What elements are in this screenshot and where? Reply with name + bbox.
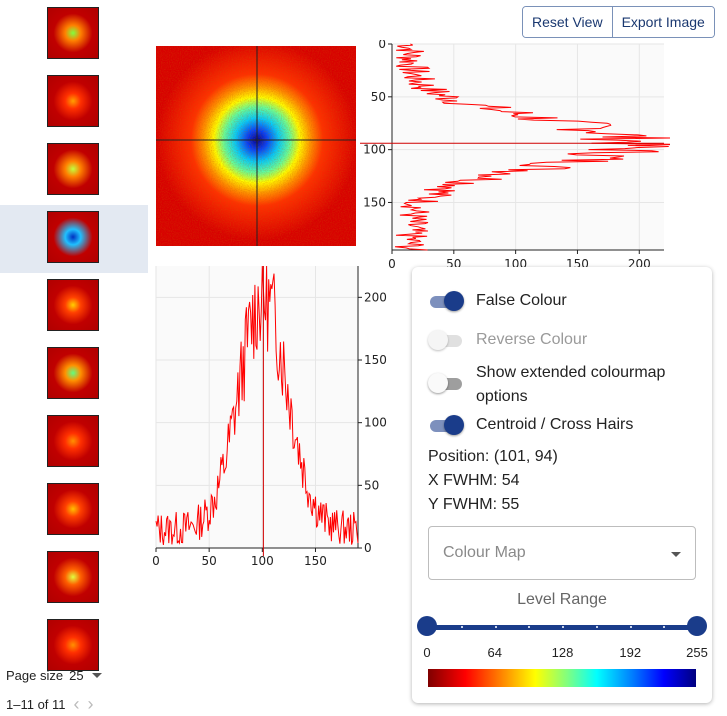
y-tick-label: 0: [378, 40, 386, 51]
controls-panel: False Colour Reverse Colour Show extende…: [412, 267, 712, 703]
slider-step-dot: [528, 626, 531, 628]
y-tick-label: 50: [364, 478, 379, 492]
thumbnail-image: [47, 75, 99, 127]
x-tick-label: 200: [628, 257, 651, 270]
false-colour-label: False Colour: [476, 292, 567, 309]
centroid-toggle-row[interactable]: Centroid / Cross Hairs: [428, 415, 633, 435]
y-tick-label: 0: [364, 541, 372, 555]
level-tick-label: 0: [423, 645, 431, 660]
image-thumbnail-list: [0, 0, 148, 671]
level-range-low-thumb[interactable]: [417, 616, 437, 636]
thumbnail-item[interactable]: [0, 205, 148, 273]
image-noise-overlay: [156, 46, 356, 246]
slider-step-dot: [562, 626, 564, 628]
position-readout: Position: (101, 94): [428, 448, 558, 465]
y-tick-label: 150: [363, 195, 386, 209]
thumbnail-image: [47, 347, 99, 399]
thumbnail-item[interactable]: [0, 341, 148, 409]
chevron-down-icon: [91, 673, 102, 678]
false-colour-toggle-row[interactable]: False Colour: [428, 291, 567, 311]
colour-map-select[interactable]: Colour Map: [428, 526, 696, 580]
thumbnail-image: [47, 415, 99, 467]
level-range-high-thumb[interactable]: [687, 616, 707, 636]
page-size-value: 25: [69, 668, 84, 683]
previous-page-icon[interactable]: ‹: [73, 694, 80, 714]
reverse-colour-switch[interactable]: [428, 330, 464, 350]
beam-image[interactable]: [156, 46, 356, 246]
y-tick-label: 100: [363, 143, 386, 157]
y-tick-label: 100: [364, 416, 387, 430]
x-tick-label: 100: [504, 257, 527, 270]
page-range-label: 1–11 of 11: [6, 697, 66, 712]
extended-colourmap-toggle-row[interactable]: Show extended colourmap options: [428, 361, 698, 409]
thumbnail-image: [47, 211, 99, 263]
x-tick-label: 150: [304, 554, 327, 567]
thumbnail-item[interactable]: [0, 69, 148, 137]
colour-bar: [428, 669, 696, 687]
x-tick-label: 50: [446, 257, 461, 270]
vertical-profile-chart[interactable]: 0 50 100 150 0 50 100 150 200: [360, 40, 670, 270]
level-range-slider-track[interactable]: [427, 625, 697, 630]
x-tick-label: 0: [152, 554, 160, 567]
reverse-colour-toggle-row[interactable]: Reverse Colour: [428, 330, 587, 350]
vertical-profile-line: [394, 43, 670, 251]
x-tick-label: 50: [202, 554, 217, 567]
x-tick-label: 0: [388, 257, 396, 270]
thumbnail-item[interactable]: [0, 273, 148, 341]
thumbnail-item[interactable]: [0, 1, 148, 69]
slider-step-dot: [595, 626, 598, 628]
chevron-down-icon: [671, 552, 681, 557]
thumbnail-image: [47, 143, 99, 195]
y-fwhm-readout: Y FWHM: 55: [428, 496, 520, 513]
pagination-nav: 1–11 of 11 ‹ ›: [6, 694, 94, 714]
extended-colourmap-label: Show extended colourmap options: [476, 364, 666, 405]
export-image-button[interactable]: Export Image: [611, 7, 714, 37]
y-tick-label: 200: [364, 290, 387, 304]
horizontal-plot-area: [156, 266, 358, 548]
thumbnail-image: [47, 551, 99, 603]
x-fwhm-readout: X FWHM: 54: [428, 472, 520, 489]
thumbnail-image: [47, 7, 99, 59]
x-tick-label: 100: [251, 554, 274, 567]
page-size-label: Page size: [6, 668, 64, 683]
view-button-group: Reset View Export Image: [522, 6, 715, 38]
level-range-label: Level Range: [517, 591, 607, 608]
false-colour-switch[interactable]: [428, 291, 464, 311]
reset-view-button[interactable]: Reset View: [523, 7, 612, 37]
pagination-page-size: Page size 25: [6, 668, 102, 683]
page-size-select[interactable]: 25: [69, 668, 102, 683]
level-tick-label: 192: [619, 645, 642, 660]
slider-step-dot: [494, 626, 497, 628]
thumbnail-item[interactable]: [0, 613, 148, 681]
slider-step-dot: [663, 626, 666, 628]
y-tick-label: 150: [364, 353, 387, 367]
slider-step-dot: [460, 626, 463, 628]
colour-map-placeholder: Colour Map: [443, 544, 526, 561]
x-tick-label: 150: [566, 257, 589, 270]
level-tick-label: 64: [487, 645, 502, 660]
slider-step-dot: [629, 626, 632, 628]
thumbnail-image: [47, 279, 99, 331]
extended-colourmap-switch[interactable]: [428, 373, 464, 393]
y-tick-label: 50: [371, 90, 386, 104]
centroid-label: Centroid / Cross Hairs: [476, 416, 634, 433]
thumbnail-image: [47, 619, 99, 671]
level-tick-label: 255: [686, 645, 708, 660]
horizontal-profile-chart[interactable]: 0 50 100 150 200 0 50 100 150: [150, 262, 410, 567]
reverse-colour-label: Reverse Colour: [476, 331, 588, 348]
vertical-plot-area: [392, 44, 664, 250]
horizontal-profile-line: [155, 265, 359, 545]
thumbnail-item[interactable]: [0, 409, 148, 477]
thumbnail-item[interactable]: [0, 477, 148, 545]
centroid-switch[interactable]: [428, 415, 464, 435]
thumbnail-item[interactable]: [0, 137, 148, 205]
thumbnail-item[interactable]: [0, 545, 148, 613]
level-tick-label: 128: [551, 645, 574, 660]
next-page-icon[interactable]: ›: [87, 694, 94, 714]
thumbnail-image: [47, 483, 99, 535]
